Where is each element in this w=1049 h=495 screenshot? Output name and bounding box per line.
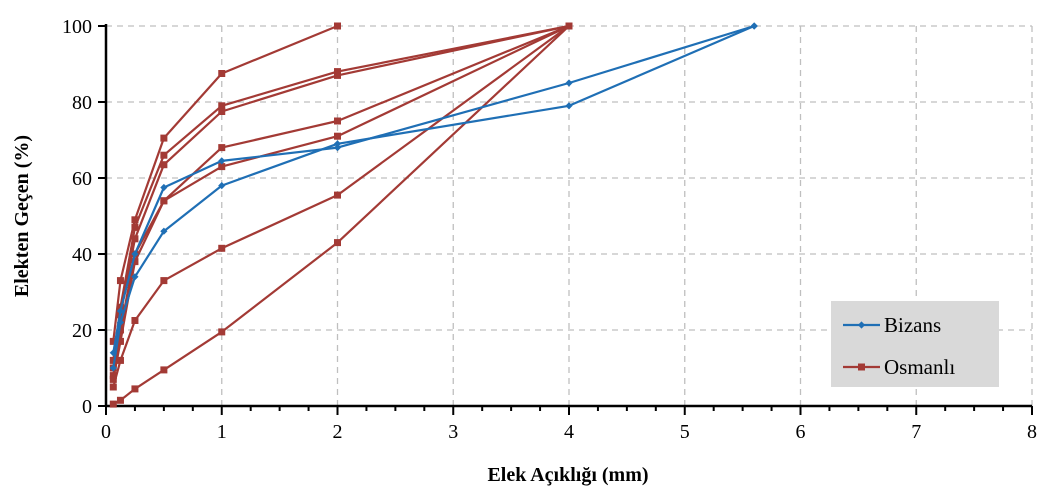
data-point	[334, 132, 341, 140]
series-line	[112, 24, 755, 353]
x-tick-label: 4	[564, 421, 574, 443]
y-tick-label: 0	[82, 396, 92, 418]
legend-item-bizans: Bizans	[843, 313, 941, 337]
axes	[98, 24, 1033, 415]
data-point	[334, 71, 341, 79]
series-line	[112, 25, 570, 388]
x-tick-label: 6	[796, 421, 806, 443]
data-point	[333, 140, 342, 148]
data-point	[109, 337, 117, 345]
data-point	[333, 144, 342, 152]
y-axis-title: Elekten Geçen (%)	[11, 135, 33, 297]
legend-label: Osmanlı	[884, 355, 955, 379]
data-point	[218, 70, 226, 77]
series-osmanl-7	[109, 22, 573, 391]
data-point	[218, 163, 226, 171]
data-point	[131, 317, 139, 324]
data-point	[160, 227, 168, 235]
legend-label: Bizans	[884, 313, 941, 337]
series-line	[112, 24, 755, 369]
data-point	[334, 117, 341, 125]
x-tick-label: 7	[911, 421, 921, 443]
legend-background	[831, 301, 999, 387]
data-point	[565, 79, 573, 87]
series-line	[112, 25, 570, 406]
data-point	[160, 161, 168, 169]
series-line	[112, 24, 570, 376]
data-point	[109, 349, 117, 357]
y-tick-label: 80	[72, 92, 92, 114]
data-point	[160, 183, 168, 192]
series-line	[112, 24, 338, 342]
data-point	[565, 22, 573, 30]
data-point	[116, 337, 124, 345]
data-point	[160, 197, 168, 205]
series-line	[112, 25, 570, 380]
data-point	[334, 191, 341, 199]
legend-swatch-marker	[858, 363, 865, 371]
x-tick-label: 0	[101, 421, 111, 443]
y-tick-label: 40	[72, 244, 92, 266]
data-point	[218, 108, 226, 115]
data-point	[160, 134, 168, 142]
x-tick-label: 1	[217, 421, 227, 443]
data-point	[218, 102, 226, 110]
y-tick-label: 100	[62, 16, 92, 38]
data-point	[131, 216, 139, 224]
data-point	[218, 244, 226, 252]
data-point	[218, 144, 226, 152]
data-point	[131, 385, 139, 393]
data-point	[109, 375, 117, 383]
series	[109, 22, 758, 408]
data-point	[116, 277, 124, 285]
x-tick-label: 3	[448, 421, 458, 443]
y-tick-label: 20	[72, 320, 92, 342]
data-point	[218, 182, 226, 190]
data-point	[160, 151, 168, 159]
data-point	[334, 22, 341, 30]
data-point	[218, 157, 226, 165]
data-point	[218, 328, 226, 336]
data-point	[750, 22, 758, 30]
y-tick-label: 60	[72, 168, 92, 190]
series-osmanl-6	[109, 22, 573, 383]
data-point	[116, 396, 124, 404]
data-point	[116, 326, 124, 334]
series-bizans-0	[109, 22, 758, 357]
data-point	[131, 235, 139, 243]
x-tick-label: 2	[333, 421, 343, 443]
legend: Bizans Osmanlı	[831, 301, 999, 387]
legend-item-osmanli: Osmanlı	[843, 355, 955, 379]
x-axis-title: Elek Açıklığı (mm)	[487, 464, 648, 486]
data-point	[160, 277, 168, 285]
data-point	[131, 223, 139, 231]
x-tick-label: 5	[680, 421, 690, 443]
data-point	[116, 318, 125, 326]
data-point	[131, 250, 139, 258]
grid	[106, 25, 1033, 406]
data-point	[131, 258, 139, 266]
series-osmanl-5	[109, 22, 573, 380]
data-point	[109, 400, 117, 408]
series-osmanl-2	[109, 22, 341, 345]
series-line	[112, 24, 570, 369]
data-point	[565, 102, 573, 110]
legend-swatch-marker	[857, 321, 866, 329]
series-bizans-1	[109, 22, 758, 372]
series-osmanl-8	[109, 22, 573, 408]
data-point	[160, 366, 168, 374]
data-point	[131, 273, 139, 281]
data-point	[109, 364, 117, 372]
data-point	[116, 356, 124, 364]
data-point	[109, 383, 117, 391]
data-point	[334, 239, 341, 247]
data-point	[334, 68, 341, 76]
x-tick-label: 8	[1027, 421, 1037, 443]
data-point	[116, 307, 125, 315]
